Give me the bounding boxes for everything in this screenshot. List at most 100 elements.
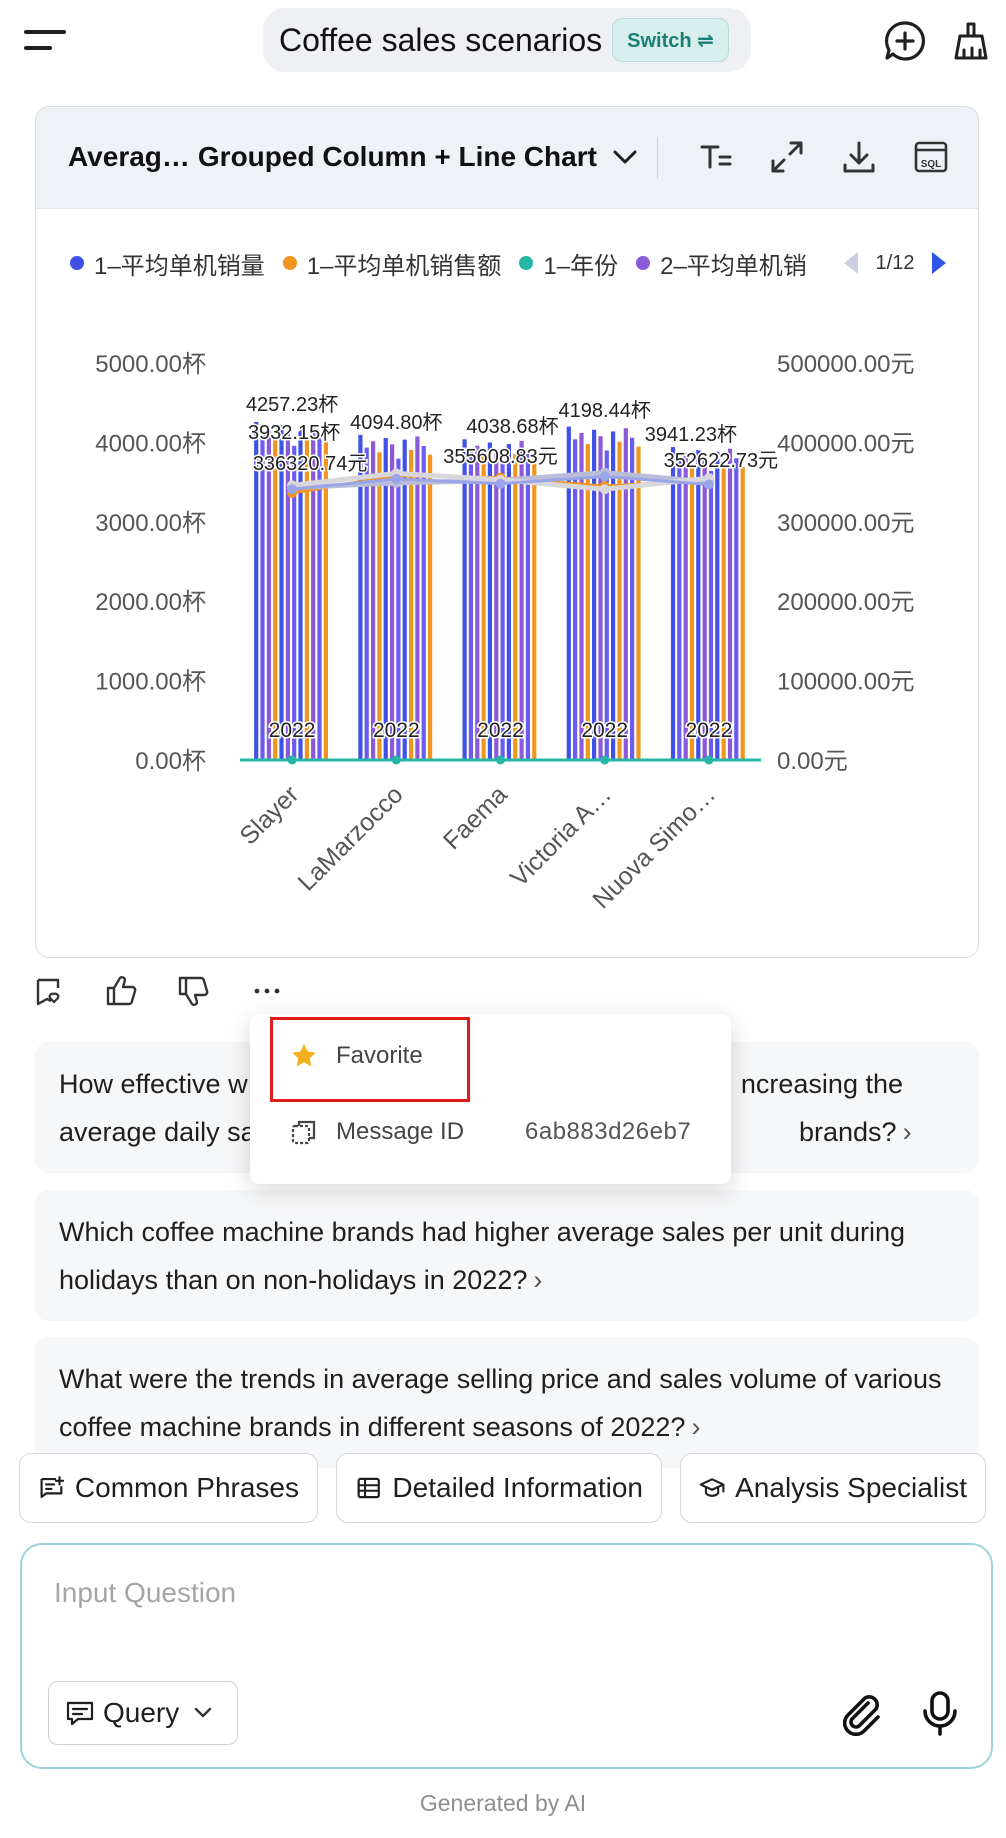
bar [402,439,407,760]
svg-text:SQL: SQL [921,159,942,170]
bar [409,450,414,760]
suggested-question-3[interactable]: What were the trends in average selling … [35,1337,979,1468]
microphone-icon[interactable] [916,1689,964,1737]
query-mode-label: Query [103,1697,180,1728]
clear-broom-icon[interactable] [950,20,992,62]
sales-amount-point [599,484,610,495]
query-mode-selector[interactable]: Query [48,1681,238,1745]
bookmark-icon[interactable] [34,974,68,1008]
bar [579,433,584,760]
year-data-label: 2022 [686,719,733,742]
legend-dot [636,256,651,270]
bar [428,454,433,760]
bar [670,447,676,760]
suggestion-fragment: average daily sa [59,1117,256,1147]
bar [598,436,603,760]
year-data-label: 2022 [269,719,316,742]
chip-label: Common Phrases [74,1472,299,1503]
attachment-icon[interactable] [838,1689,886,1737]
y-left-tick-label: 1000.00杯 [95,669,206,696]
y-left-tick-label: 3000.00杯 [95,510,206,537]
bar [462,439,467,760]
bar [487,442,492,760]
legend-dot [282,256,297,270]
favorite-highlight-box [270,1017,470,1102]
year-data-label: 2022 [477,719,524,742]
year-data-label: 2022 [373,719,420,742]
bar [519,440,524,760]
year-series-point [287,755,297,765]
bar [273,439,278,760]
legend-item-1[interactable]: 1–平均单机销量 [70,246,265,281]
favorite-label: Favorite [336,1042,423,1069]
legend-item-4[interactable]: 2–平均单机销 [636,246,807,281]
legend-label: 1–平均单机销量 [94,252,265,280]
thumbs-up-icon[interactable] [104,974,138,1008]
y-left-tick-label: 2000.00杯 [95,589,206,616]
data-label: 4094.80杯 [350,411,442,434]
chat-bubble-icon [66,1701,94,1726]
data-label: 336320.74元 [253,453,368,475]
chart-legend: 1–平均单机销量 1–平均单机销售额 1–年份 2–平均单机销 [70,243,970,283]
chart-type-selector[interactable]: Averag… Grouped Column + Line Chart [68,141,639,173]
analysis-specialist-chip[interactable]: Analysis Specialist [680,1453,986,1523]
legend-page-indicator: 1/12 [875,251,915,274]
chevron-right-icon: › [533,1265,543,1295]
legend-prev-icon[interactable] [840,250,862,276]
legend-item-2[interactable]: 1–平均单机销售额 [282,246,502,281]
question-input[interactable] [54,1577,954,1609]
bar [383,438,388,760]
chart-toolbar: Averag… Grouped Column + Line Chart SQL [36,107,978,209]
bar [390,444,395,760]
chevron-right-icon: › [691,1412,701,1442]
bar [715,451,720,760]
common-phrases-chip[interactable]: Common Phrases [19,1453,318,1523]
bar [298,426,303,760]
copy-id-icon [291,1120,316,1145]
suggested-question-2[interactable]: Which coffee machine brands had higher a… [35,1190,979,1321]
bar [702,456,707,760]
bar [683,453,688,760]
bar [279,425,284,760]
bar [494,448,499,760]
legend-dot [519,256,534,270]
bar [721,462,726,760]
expand-icon[interactable] [767,137,807,177]
legend-next-icon[interactable] [928,250,950,276]
text-format-icon[interactable] [696,137,736,177]
menu-icon[interactable] [24,26,68,56]
more-options-icon[interactable] [250,974,284,1008]
question-input-box: Query [20,1543,993,1769]
switch-button[interactable]: Switch ⇌ [612,18,729,62]
message-id-row: Message ID [290,1118,464,1146]
bar [266,428,271,760]
legend-label: 1–平均单机销售额 [306,252,502,280]
chevron-down-icon [195,1707,212,1718]
favorite-menu-item[interactable]: Favorite [290,1042,423,1070]
suggestion-fragment: brands? › [799,1108,912,1156]
x-tick-label: Faema [438,780,513,855]
new-chat-icon[interactable] [884,20,926,62]
year-series-point [704,755,714,765]
y-left-tick-label: 0.00杯 [135,748,206,775]
bar [500,463,505,760]
sales-amount-point [599,471,610,482]
year-series-point [600,755,610,765]
sales-amount-point [287,484,298,495]
combo-chart: 5000.00杯 500000.00元 4000.00杯 400000.00元 3000… [95,351,914,914]
ai-generated-note: Generated by AI [419,1790,587,1816]
phrases-icon [40,1476,65,1499]
graduation-cap-icon [699,1478,725,1497]
bar [358,434,363,760]
bar [304,437,309,760]
legend-item-3[interactable]: 1–年份 [519,246,618,281]
data-label: 3932.15杯 [248,421,340,444]
detailed-information-chip[interactable]: Detailed Information [336,1453,662,1523]
download-icon[interactable] [839,137,879,177]
thumbs-down-icon[interactable] [176,974,210,1008]
bar [636,446,641,760]
chart-title-short: Averag… [68,141,190,172]
legend-label: 2–平均单机销 [660,252,807,280]
message-id-value: 6ab883d26eb7 [525,1118,692,1145]
sql-icon[interactable]: SQL [912,137,952,177]
